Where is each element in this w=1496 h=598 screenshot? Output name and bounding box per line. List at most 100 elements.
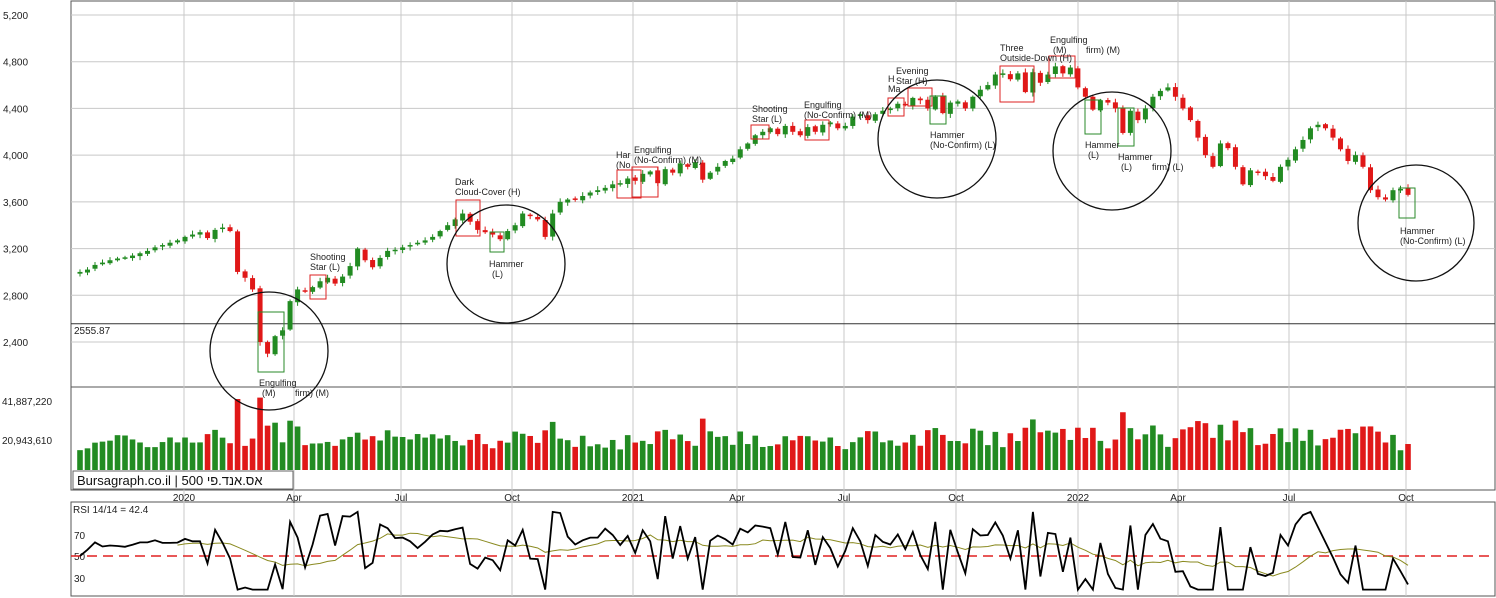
volume-bar bbox=[497, 440, 503, 470]
pattern-box bbox=[1084, 99, 1102, 135]
volume-bar bbox=[1247, 428, 1254, 470]
candle-body bbox=[745, 143, 751, 149]
candle-body bbox=[310, 287, 316, 292]
candle-body bbox=[827, 122, 833, 125]
candle-body bbox=[947, 102, 953, 114]
candle-body bbox=[1120, 108, 1126, 133]
volume-bar bbox=[857, 437, 864, 470]
candle-body bbox=[857, 114, 863, 116]
volume-bar bbox=[1292, 428, 1299, 470]
x-tick-label: Jul bbox=[395, 493, 408, 504]
candle-body bbox=[272, 336, 278, 355]
candle-body bbox=[235, 231, 241, 272]
candle-body bbox=[1105, 100, 1111, 103]
pattern-box bbox=[804, 119, 830, 141]
candle-body bbox=[1262, 171, 1268, 177]
candle-body bbox=[1030, 72, 1036, 93]
candle-body bbox=[872, 114, 878, 121]
volume-bar bbox=[227, 443, 233, 470]
volume-bar bbox=[219, 437, 226, 470]
volume-bar bbox=[504, 442, 511, 470]
volume-bar bbox=[399, 437, 406, 470]
candle-body bbox=[1217, 143, 1223, 167]
pattern-box bbox=[929, 95, 947, 125]
candle-body bbox=[722, 160, 728, 166]
volume-bar bbox=[827, 437, 834, 470]
volume-bar bbox=[587, 446, 593, 470]
candle-body bbox=[977, 89, 983, 97]
volume-bar bbox=[84, 448, 91, 470]
volume-bar bbox=[1217, 424, 1224, 470]
candle-body bbox=[400, 247, 406, 250]
volume-bar bbox=[1022, 427, 1029, 470]
volume-bar bbox=[819, 441, 826, 470]
volume-bar bbox=[1195, 421, 1201, 470]
volume-bar bbox=[1052, 432, 1059, 470]
reference-line-label: 2555.87 bbox=[74, 326, 111, 337]
pattern-label: (No bbox=[616, 160, 631, 170]
candle-body bbox=[1367, 167, 1373, 191]
volume-bar bbox=[1105, 448, 1111, 470]
volume-bar bbox=[692, 445, 699, 470]
pattern-label: (No-Confirm) (L) bbox=[930, 140, 996, 150]
pattern-label: (M) bbox=[262, 388, 276, 398]
volume-bar bbox=[317, 443, 323, 470]
candle-body bbox=[1052, 66, 1058, 74]
watermark: Bursagraph.co.il | 500 אס.אנד.פי bbox=[77, 473, 263, 488]
y-tick-label: 3,600 bbox=[3, 198, 28, 209]
volume-bar bbox=[767, 446, 774, 470]
volume-bar bbox=[114, 435, 121, 470]
candle-body bbox=[1067, 67, 1073, 75]
pattern-label: (L) bbox=[1088, 150, 1099, 160]
candle-body bbox=[1045, 74, 1051, 83]
candle-body bbox=[1000, 73, 1006, 75]
price-axis-ticks: 5,200 4,800 4,400 4,000 3,600 3,200 2,800 2,400 bbox=[3, 11, 28, 349]
pattern-label: Hammer bbox=[1085, 140, 1120, 150]
candle-body bbox=[152, 247, 158, 251]
candle-body bbox=[77, 271, 83, 274]
volume-bar bbox=[249, 438, 256, 470]
volume-bar bbox=[925, 430, 931, 470]
volume-bar bbox=[669, 439, 676, 470]
candle-body bbox=[692, 162, 698, 168]
volume-bar bbox=[129, 439, 136, 470]
rsi-tick-label: 50 bbox=[74, 552, 86, 563]
volume-bar bbox=[895, 445, 901, 470]
candle-body bbox=[1397, 189, 1403, 191]
candle-body bbox=[1247, 170, 1253, 186]
pattern-label: Hammer bbox=[489, 259, 524, 269]
pattern-label: Har bbox=[616, 150, 631, 160]
volume-bar bbox=[347, 436, 353, 470]
volume-bar bbox=[92, 442, 98, 470]
pattern-box bbox=[1398, 187, 1416, 219]
volume-bar bbox=[789, 440, 796, 470]
candle-body bbox=[197, 232, 203, 235]
volume-bar bbox=[1360, 426, 1366, 470]
candle-body bbox=[662, 169, 668, 185]
rsi-axis-ticks: 70 50 30 bbox=[74, 531, 86, 585]
volume-bar bbox=[1067, 439, 1074, 470]
candle-body bbox=[730, 158, 736, 163]
volume-bar bbox=[1172, 438, 1179, 470]
volume-bar bbox=[557, 438, 563, 470]
pattern-box bbox=[907, 87, 933, 107]
candle-body bbox=[1135, 111, 1141, 121]
candle-body bbox=[220, 227, 226, 230]
volume-bar bbox=[632, 442, 639, 470]
volume-bar bbox=[1120, 412, 1126, 470]
candle-body bbox=[355, 248, 361, 267]
candle-body bbox=[122, 257, 128, 259]
volume-bar bbox=[279, 442, 286, 470]
volume-bar bbox=[729, 444, 736, 470]
volume-bar bbox=[714, 436, 721, 470]
pattern-label: Outside-Down (H) bbox=[1000, 53, 1072, 63]
volume-bar bbox=[744, 444, 751, 470]
candle-body bbox=[775, 128, 781, 135]
pattern-label: Shooting bbox=[310, 252, 346, 262]
volume-bar bbox=[910, 434, 916, 470]
volume-bar bbox=[324, 441, 331, 470]
candle-body bbox=[640, 173, 646, 182]
volume-bar bbox=[1135, 439, 1141, 470]
pattern-label: Star (H) bbox=[896, 76, 928, 86]
volume-bar bbox=[1210, 437, 1216, 470]
